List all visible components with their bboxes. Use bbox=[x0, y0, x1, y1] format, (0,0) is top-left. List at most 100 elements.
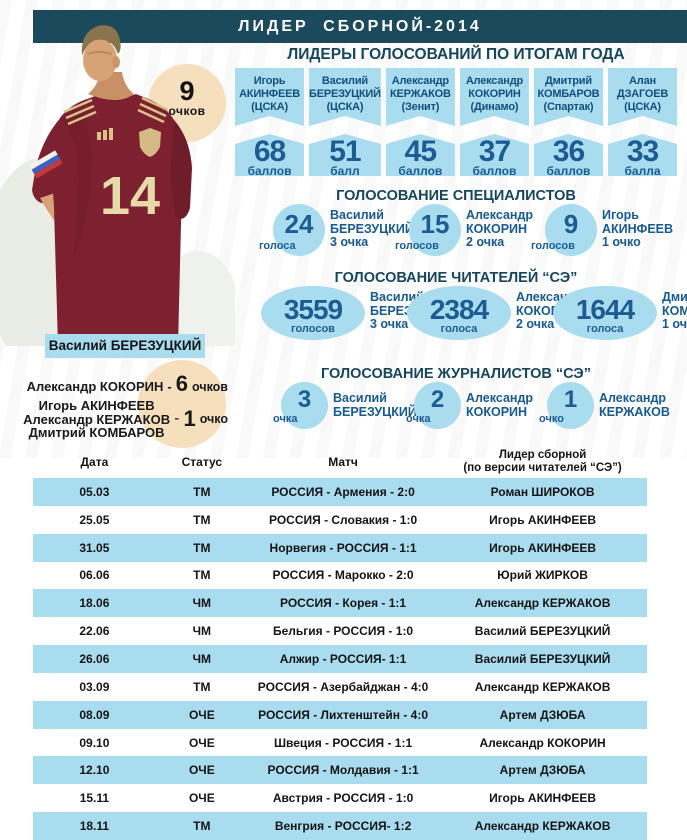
player-first-name: Александр bbox=[391, 75, 449, 87]
score-unit: балла bbox=[624, 164, 661, 178]
cell-date: 18.06 bbox=[79, 596, 110, 611]
leader-card: Александр КЕРЖАКОВ (Зенит) 45 баллов bbox=[385, 68, 455, 176]
vote-player: Александр КОКОРИН bbox=[466, 382, 533, 429]
player-points: 2 очка bbox=[516, 317, 555, 331]
vote-bubble: 2 очка bbox=[406, 382, 461, 429]
section-title-readers: ГОЛОСОВАНИЕ ЧИТАТЕЛЕЙ “СЭ” bbox=[334, 270, 578, 286]
cell-date: 08.09 bbox=[79, 707, 110, 722]
cell-status: ТМ bbox=[193, 568, 211, 583]
player-last-name: КОМБАРОВ bbox=[537, 88, 600, 100]
vote-count: 9 bbox=[563, 209, 579, 239]
cell-status: ЧМ bbox=[192, 651, 212, 666]
vote-count: 2384 bbox=[429, 294, 489, 325]
cell-date: 12.10 bbox=[79, 763, 110, 778]
runner-up-name: Дмитрий КОМБАРОВ bbox=[28, 425, 165, 440]
vote-item: 2 очка Александр КОКОРИН bbox=[406, 382, 547, 429]
vote-count-unit: голоса bbox=[440, 323, 478, 335]
score-unit: баллов bbox=[546, 164, 591, 178]
vote-item: 15 голосов Александр КОКОРИН 2 очка bbox=[395, 204, 545, 256]
leader-card-score: 51 балл bbox=[309, 134, 381, 176]
table-row: 18.06 ЧМ РОССИЯ - Корея - 1:1 Александр … bbox=[33, 589, 647, 618]
section-title-journalists: ГОЛОСОВАНИЕ ЖУРНАЛИСТОВ “СЭ” bbox=[321, 366, 591, 382]
cell-status: ЧМ bbox=[192, 596, 212, 611]
vote-player: Александр КОКОРИН 2 очка bbox=[466, 204, 533, 256]
cell-status: ТМ bbox=[193, 679, 211, 694]
player-first-name: Александр bbox=[466, 391, 534, 405]
cell-leader: Игорь АКИНФЕЕВ bbox=[489, 512, 597, 527]
player-first-name: Дмитрий bbox=[544, 75, 592, 87]
cell-match: РОССИЯ - Марокко - 2:0 bbox=[272, 568, 414, 583]
vote-count-unit: голоса bbox=[586, 323, 624, 335]
score-value: 68 bbox=[253, 135, 286, 168]
cell-date: 22.06 bbox=[79, 624, 110, 639]
score-value: 36 bbox=[552, 135, 585, 168]
player-last-name: БЕРЕЗУЦКИЙ bbox=[333, 404, 417, 419]
cell-match: Норвегия - РОССИЯ - 1:1 bbox=[269, 540, 417, 555]
vote-player: Игорь АКИНФЕЕВ 1 очко bbox=[602, 204, 673, 256]
score-value: 51 bbox=[329, 135, 361, 168]
table-row: 25.05 ТМ РОССИЯ - Словакия - 1:0 Игорь А… bbox=[33, 505, 647, 534]
score-unit: баллов bbox=[247, 164, 292, 178]
runner-up-group: Игорь АКИНФЕЕВ Александр КЕРЖАКОВ Дмитри… bbox=[0, 399, 236, 440]
cell-status: ЧМ bbox=[192, 624, 212, 639]
points-unit: очка bbox=[406, 413, 431, 425]
player-club: (ЦСКА) bbox=[624, 101, 661, 113]
header: ЛИДЕР СБОРНОЙ-2014 bbox=[33, 10, 687, 43]
player-first-name: Василий bbox=[333, 391, 387, 405]
player-last-name: БЕРЕЗУЦКИЙ bbox=[330, 221, 414, 236]
cell-date: 25.05 bbox=[79, 512, 110, 527]
table-row: 26.06 ЧМ Алжир - РОССИЯ- 1:1 Василий БЕР… bbox=[33, 645, 647, 673]
table-row: 09.10 ОЧЕ Швеция - РОССИЯ - 1:1 Александ… bbox=[33, 728, 647, 757]
specialists-votes: 24 голоса Василий БЕРЕЗУЦКИЙ 3 очка 15 г… bbox=[235, 204, 677, 256]
column-header-match: Матч bbox=[328, 455, 358, 469]
cell-leader: Игорь АКИНФЕЕВ bbox=[489, 540, 597, 555]
player-first-name: Алан bbox=[629, 75, 656, 87]
cell-leader: Александр КЕРЖАКОВ bbox=[474, 819, 611, 834]
player-last-name: КЕРЖАКОВ bbox=[389, 88, 451, 100]
leader-card-name: Игорь АКИНФЕЕВ (ЦСКА) bbox=[235, 68, 305, 126]
runner-up-name: Игорь АКИНФЕЕВ bbox=[38, 398, 155, 413]
vote-bubble: 15 голосов bbox=[395, 204, 461, 256]
vote-count: 3559 bbox=[283, 294, 343, 325]
cell-date: 05.03 bbox=[79, 484, 110, 499]
score-value: 37 bbox=[478, 135, 511, 168]
runner-up-points: 6 bbox=[175, 371, 188, 396]
vote-item: 9 голосов Игорь АКИНФЕЕВ 1 очко bbox=[531, 204, 681, 256]
cell-leader: Роман ШИРОКОВ bbox=[490, 484, 595, 499]
cell-leader: Василий БЕРЕЗУЦКИЙ bbox=[474, 651, 611, 666]
player-first-name: Игорь bbox=[602, 208, 639, 222]
points-unit: очко bbox=[539, 413, 564, 425]
player-last-name: БЕРЕЗУЦКИЙ bbox=[309, 88, 381, 100]
table-header: Дата Статус Матч Лидер сборной (по верси… bbox=[33, 446, 647, 478]
cell-status: ТМ bbox=[193, 540, 211, 555]
player-points: 3 очка bbox=[330, 235, 369, 249]
vote-player: Дмитрий КОМБАРОВ 1 очко bbox=[662, 286, 687, 340]
leader-card: Дмитрий КОМБАРОВ (Спартак) 36 баллов bbox=[533, 68, 603, 178]
points-count: 3 bbox=[297, 386, 312, 413]
vote-bubble: 9 голосов bbox=[531, 204, 597, 256]
player-points: 1 очко bbox=[662, 317, 687, 331]
leader-card: Алан ДЗАГОЕВ (ЦСКА) 33 балла bbox=[607, 68, 678, 178]
leader-card-score: 68 баллов bbox=[235, 134, 305, 178]
cell-date: 09.10 bbox=[79, 735, 110, 750]
vote-item: 24 голоса Василий БЕРЕЗУЦКИЙ 3 очка bbox=[259, 204, 414, 256]
cell-match: РОССИЯ - Словакия - 1:0 bbox=[268, 512, 418, 527]
section-title-year-leaders: ЛИДЕРЫ ГОЛОСОВАНИЙ ПО ИТОГАМ ГОДА bbox=[287, 46, 625, 63]
page-title: ЛИДЕР СБОРНОЙ-2014 bbox=[238, 18, 482, 35]
vote-count: 24 bbox=[284, 209, 314, 239]
journalists-votes: 3 очка Василий БЕРЕЗУЦКИЙ 2 очка Алексан… bbox=[235, 382, 677, 429]
vote-bubble: 24 голоса bbox=[259, 204, 325, 256]
player-first-name: Василий bbox=[321, 75, 368, 87]
vote-count-unit: голосов bbox=[531, 240, 575, 252]
player-photo: 14 bbox=[0, 8, 240, 375]
leader-card-name: Александр КОКОРИН (Динамо) bbox=[459, 68, 529, 126]
cell-status: ОЧЕ bbox=[188, 735, 215, 750]
table-row: 05.03 ТМ РОССИЯ - Армения - 2:0 Роман ШИ… bbox=[33, 478, 647, 506]
vote-player: Василий БЕРЕЗУЦКИЙ 3 очка bbox=[330, 204, 414, 256]
leader-card-name: Дмитрий КОМБАРОВ (Спартак) bbox=[533, 68, 603, 126]
leader-card: Александр КОКОРИН (Динамо) 37 баллов bbox=[459, 68, 529, 176]
vote-bubble: 2384 голоса bbox=[407, 286, 511, 340]
cell-match: Бельгия - РОССИЯ - 1:0 bbox=[273, 624, 414, 639]
leader-card-score: 33 балла bbox=[607, 134, 678, 178]
